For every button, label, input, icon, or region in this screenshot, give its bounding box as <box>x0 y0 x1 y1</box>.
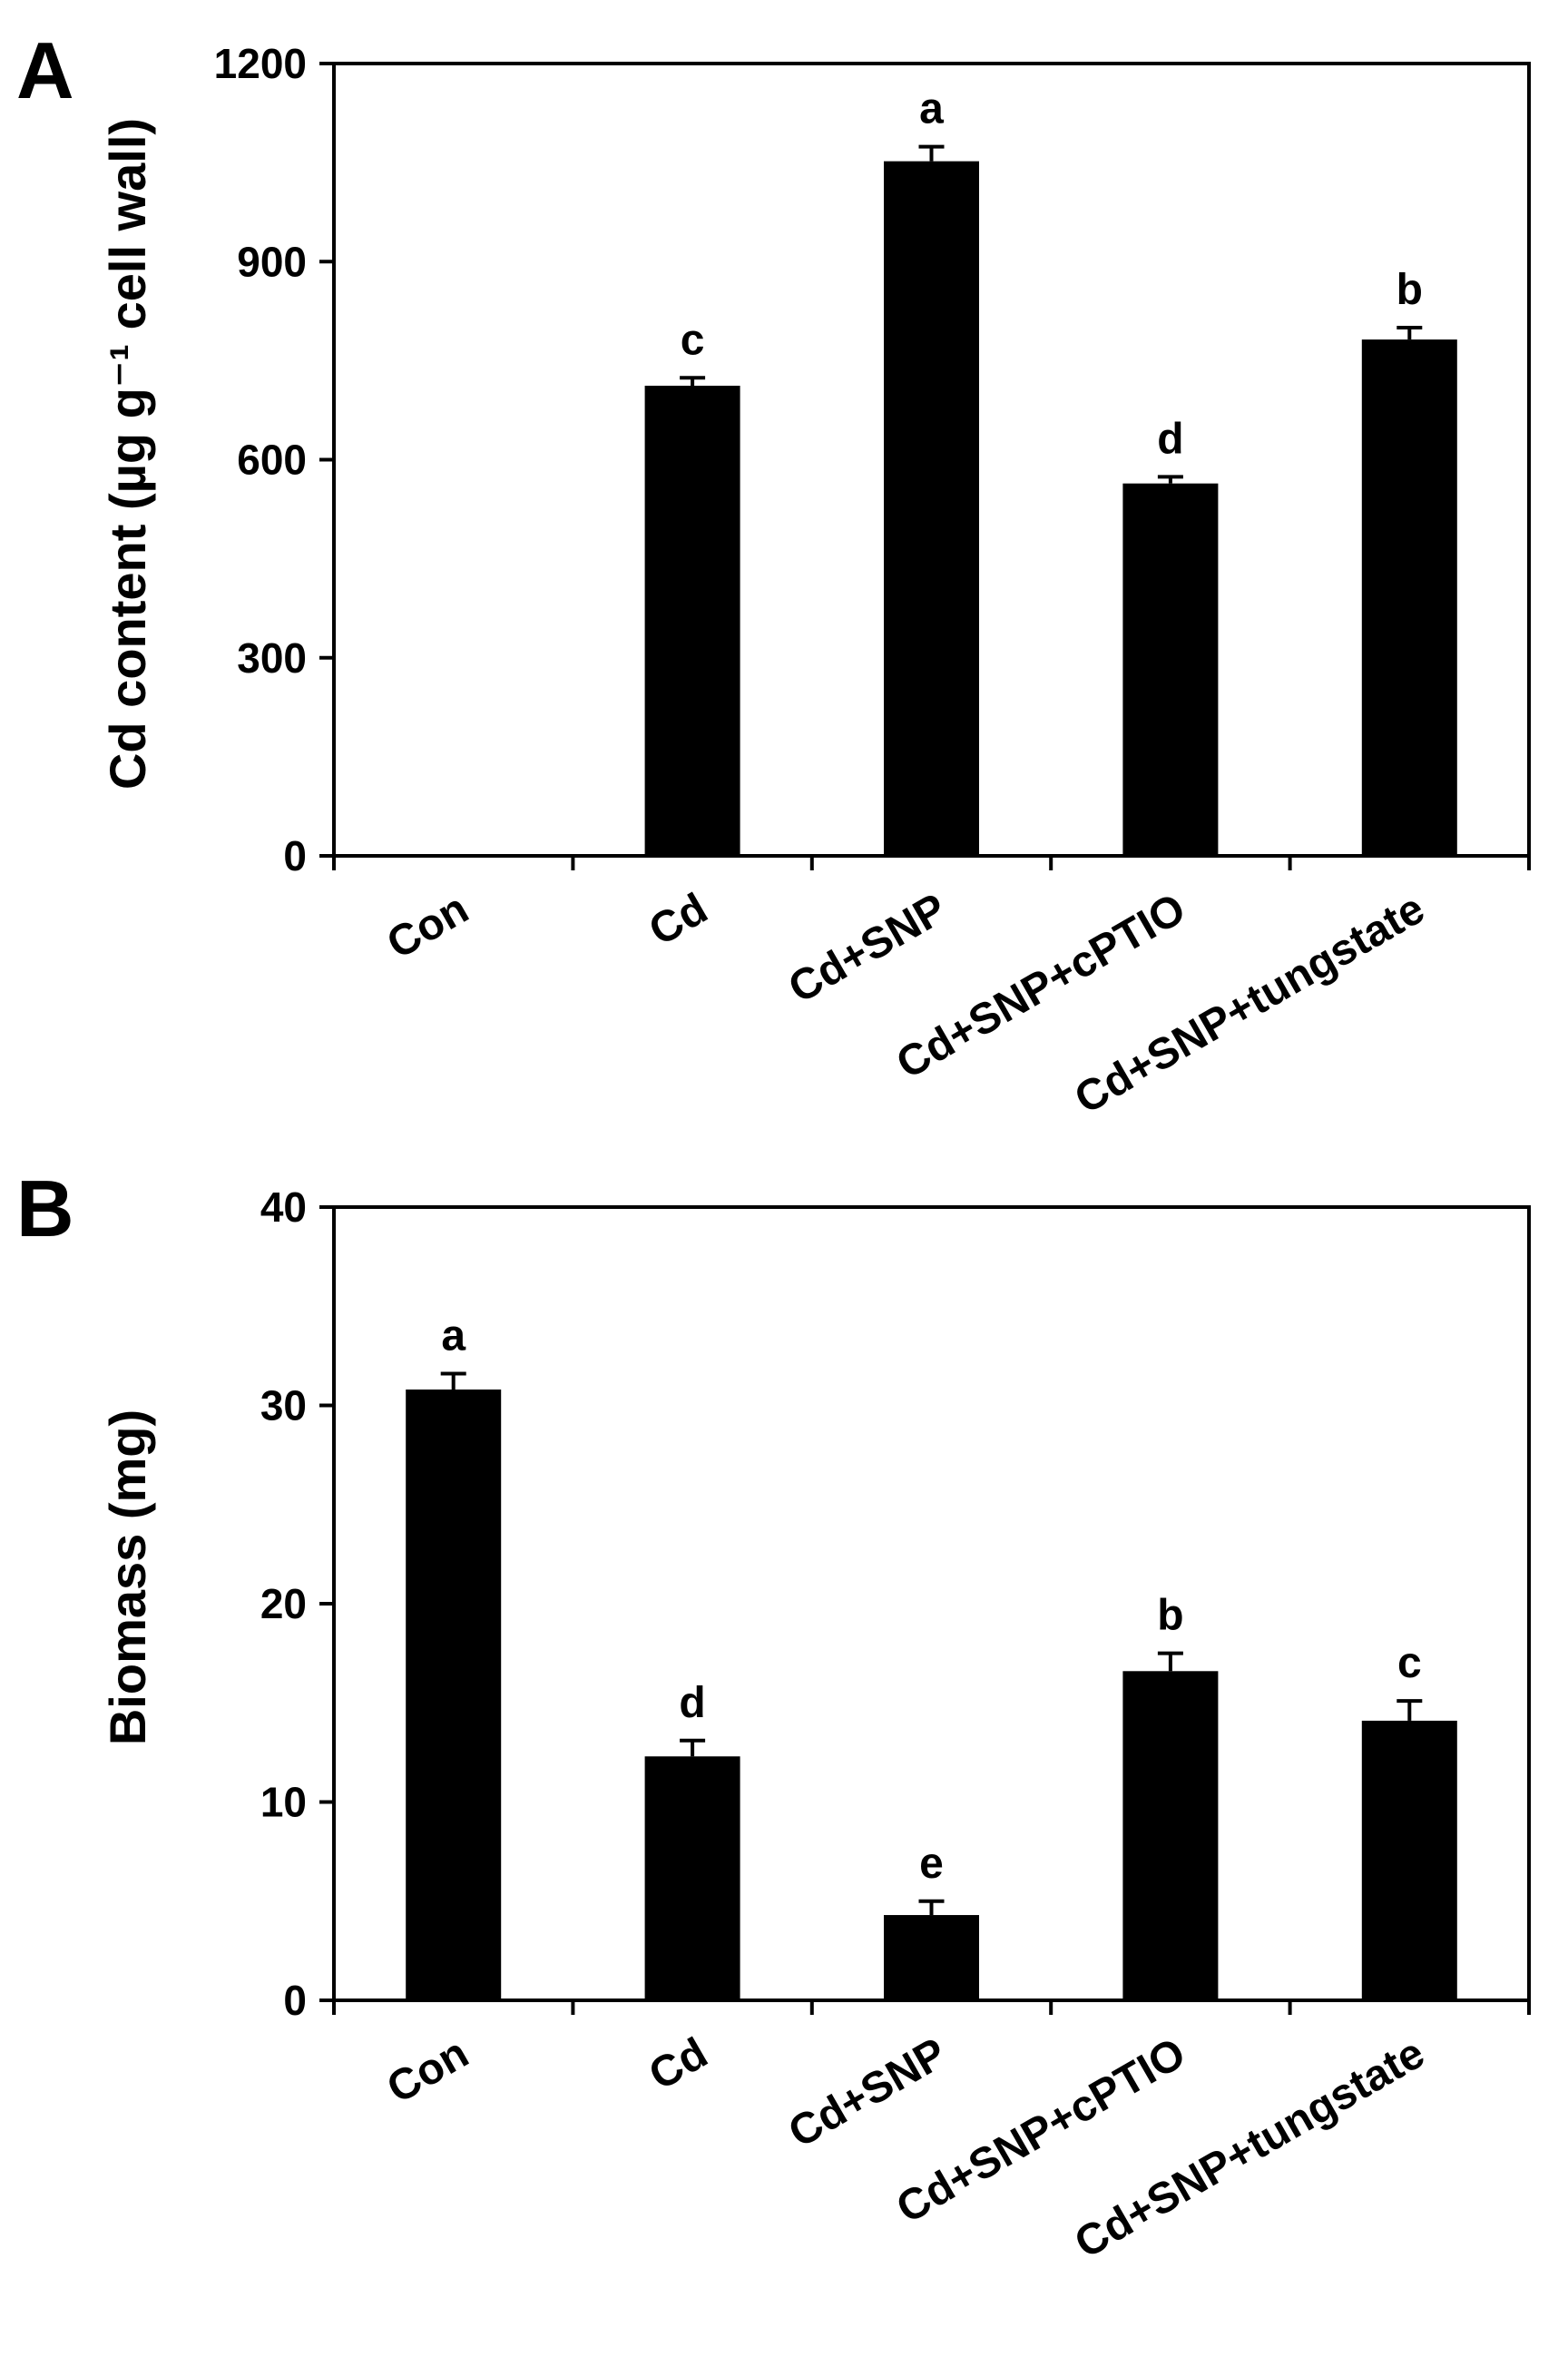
panel-letter-b: B <box>16 1164 74 1253</box>
y-tick-label-b-0: 0 <box>283 1977 307 2024</box>
significance-label-a-1: c <box>681 316 705 364</box>
y-tick-label-b-40: 40 <box>260 1183 307 1231</box>
significance-label-b-1: d <box>679 1679 705 1727</box>
bar-b-4 <box>1361 1720 1457 2000</box>
panel-letter-a: A <box>16 25 74 115</box>
y-tick-label-a-900: 900 <box>237 238 307 285</box>
significance-label-b-0: a <box>441 1312 466 1360</box>
bar-a-4 <box>1361 339 1457 857</box>
y-tick-label-a-600: 600 <box>237 437 307 484</box>
significance-label-a-2: a <box>919 85 944 133</box>
y-tick-label-b-30: 30 <box>260 1382 307 1429</box>
bar-b-3 <box>1122 1671 1219 2000</box>
significance-label-a-4: b <box>1396 266 1423 314</box>
y-tick-label-a-300: 300 <box>237 634 307 682</box>
y-tick-label-b-20: 20 <box>260 1580 307 1627</box>
y-tick-label-b-10: 10 <box>260 1779 307 1826</box>
bar-a-1 <box>644 386 740 856</box>
bar-a-3 <box>1122 483 1219 856</box>
bar-b-1 <box>644 1756 740 2000</box>
y-axis-title-a: Cd content (µg g⁻¹ cell wall) <box>99 118 156 790</box>
significance-label-b-4: c <box>1397 1639 1422 1687</box>
y-tick-label-a-1200: 1200 <box>214 40 307 87</box>
bar-b-0 <box>406 1390 502 2000</box>
bar-b-2 <box>884 1915 979 2000</box>
significance-label-b-2: e <box>919 1840 944 1888</box>
significance-label-b-3: b <box>1157 1592 1183 1640</box>
significance-label-a-3: d <box>1157 415 1183 463</box>
bar-a-2 <box>884 161 979 857</box>
y-tick-label-a-0: 0 <box>283 832 307 879</box>
y-axis-title-b: Biomass (mg) <box>99 1409 156 1745</box>
